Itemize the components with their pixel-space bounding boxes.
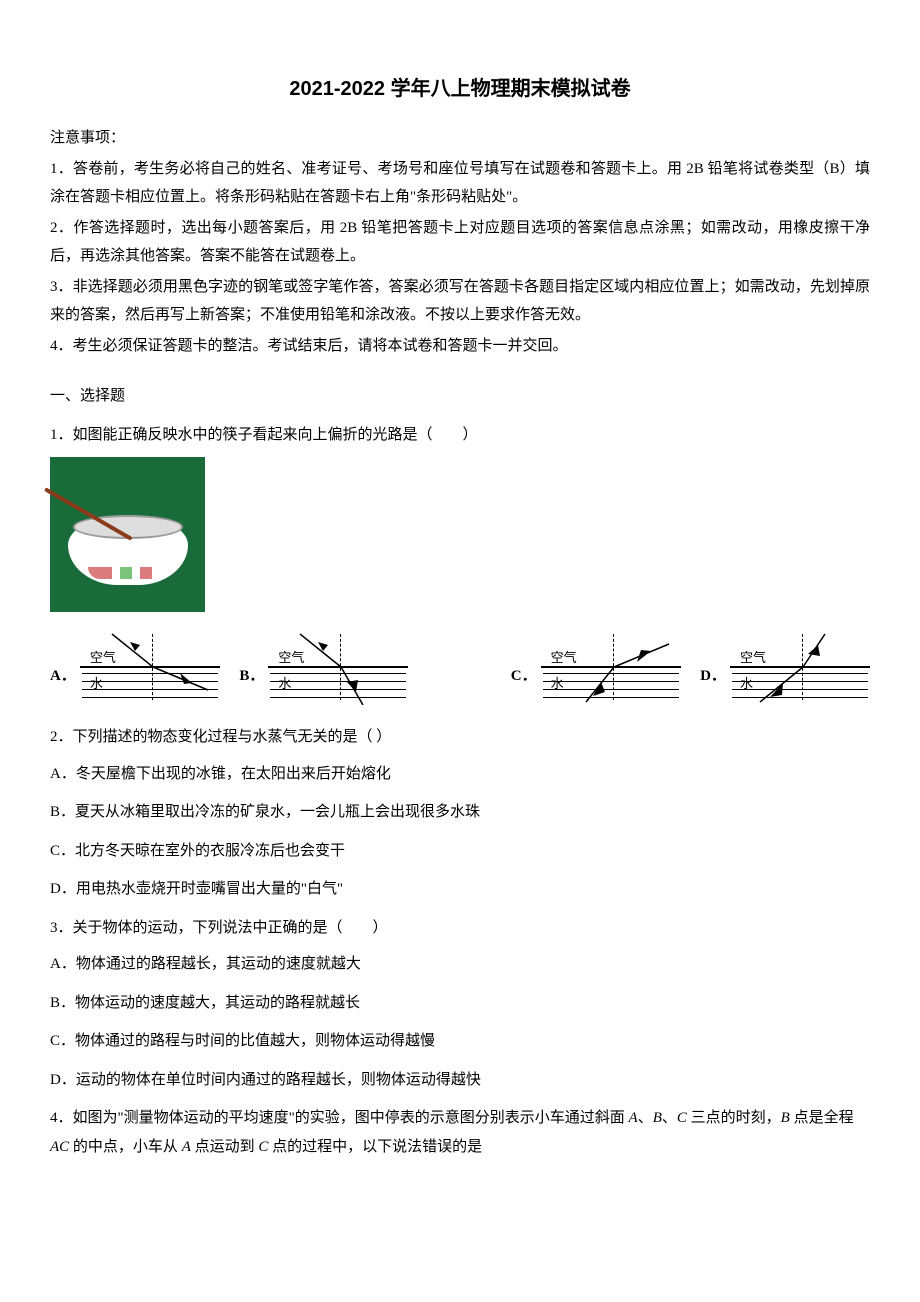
q1-label-c: C． <box>511 662 537 706</box>
notice-4: 4．考生必须保证答题卡的整洁。考试结束后，请将本试卷和答题卡一并交回。 <box>50 332 870 361</box>
rays-a <box>80 630 220 705</box>
notice-1: 1．答卷前，考生务必将自己的姓名、准考证号、考场号和座位号填写在试题卷和答题卡上… <box>50 155 870 212</box>
q4-A: A <box>629 1110 638 1126</box>
q3-choice-a: A．物体通过的路程越长，其运动的速度就越大 <box>50 950 870 979</box>
rays-d <box>730 630 870 705</box>
q4-B: B <box>653 1110 662 1126</box>
q4-p4: 的中点，小车从 <box>69 1139 182 1155</box>
notice-2: 2．作答选择题时，选出每小题答案后，用 2B 铅笔把答题卡上对应题目选项的答案信… <box>50 214 870 271</box>
q1-label-d: D． <box>700 662 726 706</box>
rays-c <box>541 630 681 705</box>
q4-C2: C <box>258 1139 268 1155</box>
q1-diagram-c: 空气 水 <box>541 630 681 705</box>
notice-header: 注意事项： <box>50 124 870 153</box>
question-1: 1．如图能正确反映水中的筷子看起来向上偏折的光路是（ ） A． 空气 水 <box>50 421 870 706</box>
q1-figure <box>50 457 205 612</box>
q1-option-d: D． 空气 水 <box>700 630 870 705</box>
q2-choice-c: C．北方冬天晾在室外的衣服冷冻后也会变干 <box>50 837 870 866</box>
q2-choice-b: B．夏天从冰箱里取出冷冻的矿泉水，一会儿瓶上会出现很多水珠 <box>50 798 870 827</box>
q2-choice-a: A．冬天屋檐下出现的冰锥，在太阳出来后开始熔化 <box>50 760 870 789</box>
q1-diagram-d: 空气 水 <box>730 630 870 705</box>
q2-choice-d: D．用电热水壶烧开时壶嘴冒出大量的"白气" <box>50 875 870 904</box>
q1-label-a: A． <box>50 662 76 706</box>
q1-option-b: B． 空气 水 <box>239 630 408 705</box>
q1-diagram-b: 空气 水 <box>268 630 408 705</box>
q1-label-b: B． <box>239 662 264 706</box>
q4-A2: A <box>182 1139 191 1155</box>
q4-C: C <box>677 1110 687 1126</box>
q3-choice-d: D．运动的物体在单位时间内通过的路程越长，则物体运动得越快 <box>50 1066 870 1095</box>
q4-B2: B <box>781 1110 790 1126</box>
q1-options: A． 空气 水 B． 空气 水 <box>50 630 870 705</box>
q1-option-a: A． 空气 水 <box>50 630 220 705</box>
q4-p1: 4．如图为"测量物体运动的平均速度"的实验，图中停表的示意图分别表示小车通过斜面 <box>50 1110 629 1126</box>
q1-option-c: C． 空气 水 <box>511 630 681 705</box>
q4-p6: 点的过程中，以下说法错误的是 <box>268 1139 482 1155</box>
q4-p3: 点是全程 <box>790 1110 854 1126</box>
bowl-icon <box>68 515 188 585</box>
section-title: 一、选择题 <box>50 382 870 411</box>
q3-text: 3．关于物体的运动，下列说法中正确的是（ ） <box>50 914 870 943</box>
q1-diagram-a: 空气 水 <box>80 630 220 705</box>
q3-choice-b: B．物体运动的速度越大，其运动的路程就越长 <box>50 989 870 1018</box>
page-title: 2021-2022 学年八上物理期末模拟试卷 <box>50 70 870 108</box>
notice-3: 3．非选择题必须用黑色字迹的钢笔或签字笔作答，答案必须写在答题卡各题目指定区域内… <box>50 273 870 330</box>
question-4: 4．如图为"测量物体运动的平均速度"的实验，图中停表的示意图分别表示小车通过斜面… <box>50 1104 870 1161</box>
q4-p5: 点运动到 <box>191 1139 259 1155</box>
q4-p2: 三点的时刻， <box>687 1110 781 1126</box>
question-2: 2．下列描述的物态变化过程与水蒸气无关的是（ ） A．冬天屋檐下出现的冰锥，在太… <box>50 723 870 904</box>
rays-b <box>268 630 408 705</box>
q1-text: 1．如图能正确反映水中的筷子看起来向上偏折的光路是（ ） <box>50 421 870 450</box>
q3-choice-c: C．物体通过的路程与时间的比值越大，则物体运动得越慢 <box>50 1027 870 1056</box>
q2-text: 2．下列描述的物态变化过程与水蒸气无关的是（ ） <box>50 723 870 752</box>
q4-AC: AC <box>50 1139 69 1155</box>
q4-text: 4．如图为"测量物体运动的平均速度"的实验，图中停表的示意图分别表示小车通过斜面… <box>50 1104 870 1161</box>
question-3: 3．关于物体的运动，下列说法中正确的是（ ） A．物体通过的路程越长，其运动的速… <box>50 914 870 1095</box>
